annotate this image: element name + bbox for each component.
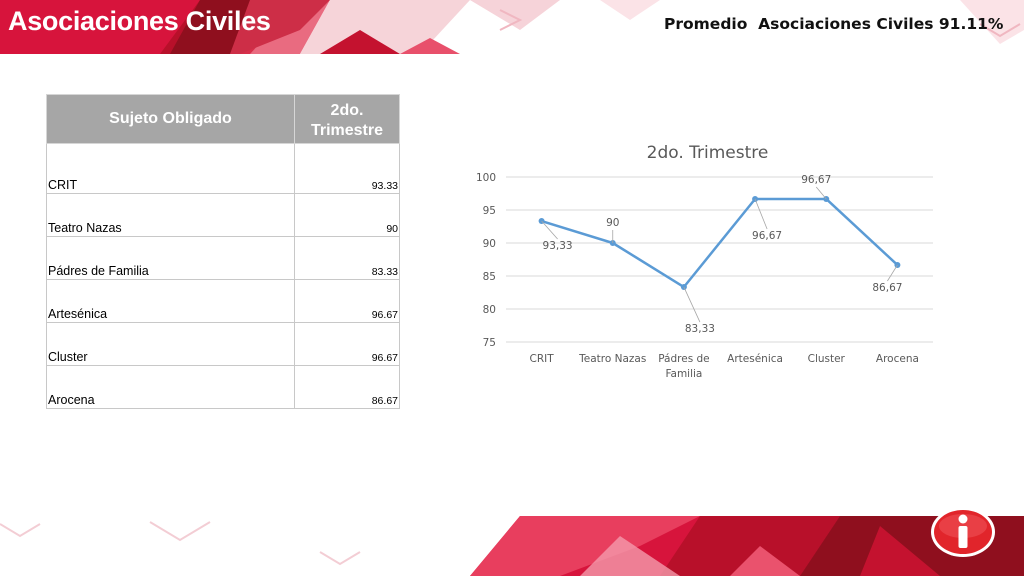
row-value: 93.33 bbox=[294, 143, 400, 194]
table-row: Arocena 86.67 bbox=[46, 365, 400, 409]
x-tick-label: Pádres de Familia bbox=[658, 353, 709, 380]
scores-table: Sujeto Obligado 2do. Trimestre CRIT 93.3… bbox=[46, 94, 400, 409]
data-label-leader bbox=[887, 264, 898, 282]
footer-banner bbox=[0, 516, 1024, 576]
y-tick-label: 100 bbox=[476, 172, 496, 184]
table-row: CRIT 93.33 bbox=[46, 143, 400, 194]
data-label-leader bbox=[815, 186, 827, 200]
table-row: Artesénica 96.67 bbox=[46, 279, 400, 323]
data-label: 96,67 bbox=[801, 174, 831, 186]
data-label: 93,33 bbox=[543, 240, 573, 252]
data-label-leader bbox=[683, 286, 701, 323]
series-line bbox=[541, 197, 899, 289]
x-tick-label: Cluster bbox=[808, 353, 846, 365]
x-tick-label: Teatro Nazas bbox=[578, 353, 646, 365]
row-value: 96.67 bbox=[294, 322, 400, 366]
data-label: 83,33 bbox=[685, 323, 715, 335]
row-name: Arocena bbox=[46, 365, 295, 409]
y-tick-label: 80 bbox=[483, 304, 496, 316]
average-summary: Promedio Asociaciones Civiles 91.11% bbox=[664, 15, 1004, 33]
header-subject: Sujeto Obligado bbox=[46, 94, 295, 144]
info-icon bbox=[931, 507, 995, 557]
table-header-row: Sujeto Obligado 2do. Trimestre bbox=[46, 94, 400, 144]
y-tick-label: 75 bbox=[483, 337, 496, 349]
x-tick-label: CRIT bbox=[530, 353, 555, 365]
row-name: CRIT bbox=[46, 143, 295, 194]
data-label: 96,67 bbox=[752, 230, 782, 242]
row-value: 96.67 bbox=[294, 279, 400, 323]
y-tick-label: 95 bbox=[483, 205, 496, 217]
table-row: Pádres de Familia 83.33 bbox=[46, 236, 400, 280]
table-row: Cluster 96.67 bbox=[46, 322, 400, 366]
x-tick-label: Arocena bbox=[876, 353, 919, 365]
x-tick-label: Artesénica bbox=[727, 353, 783, 365]
data-label-leader bbox=[754, 198, 768, 230]
y-tick-label: 85 bbox=[483, 271, 496, 283]
slide-title: Asociaciones Civiles bbox=[8, 6, 271, 36]
row-name: Artesénica bbox=[46, 279, 295, 323]
row-value: 86.67 bbox=[294, 365, 400, 409]
y-tick-label: 90 bbox=[483, 238, 496, 250]
chart-title: 2do. Trimestre bbox=[647, 143, 769, 163]
data-label-leader bbox=[541, 220, 558, 240]
row-value: 90 bbox=[294, 193, 400, 237]
header-banner bbox=[0, 0, 1024, 54]
row-value: 83.33 bbox=[294, 236, 400, 280]
data-label: 86,67 bbox=[872, 282, 902, 294]
data-label: 90 bbox=[606, 217, 619, 229]
